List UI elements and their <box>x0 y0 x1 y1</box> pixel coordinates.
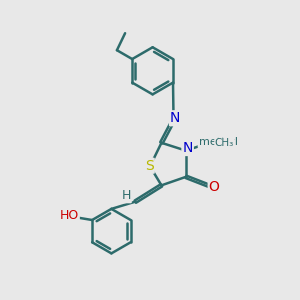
Text: O: O <box>209 180 220 194</box>
Text: N: N <box>182 141 193 155</box>
Text: H: H <box>122 189 131 202</box>
Text: CH₃: CH₃ <box>215 138 234 148</box>
Text: HO: HO <box>60 208 79 222</box>
Text: N: N <box>170 111 180 125</box>
Text: S: S <box>145 159 154 173</box>
Text: methyl: methyl <box>199 137 238 147</box>
